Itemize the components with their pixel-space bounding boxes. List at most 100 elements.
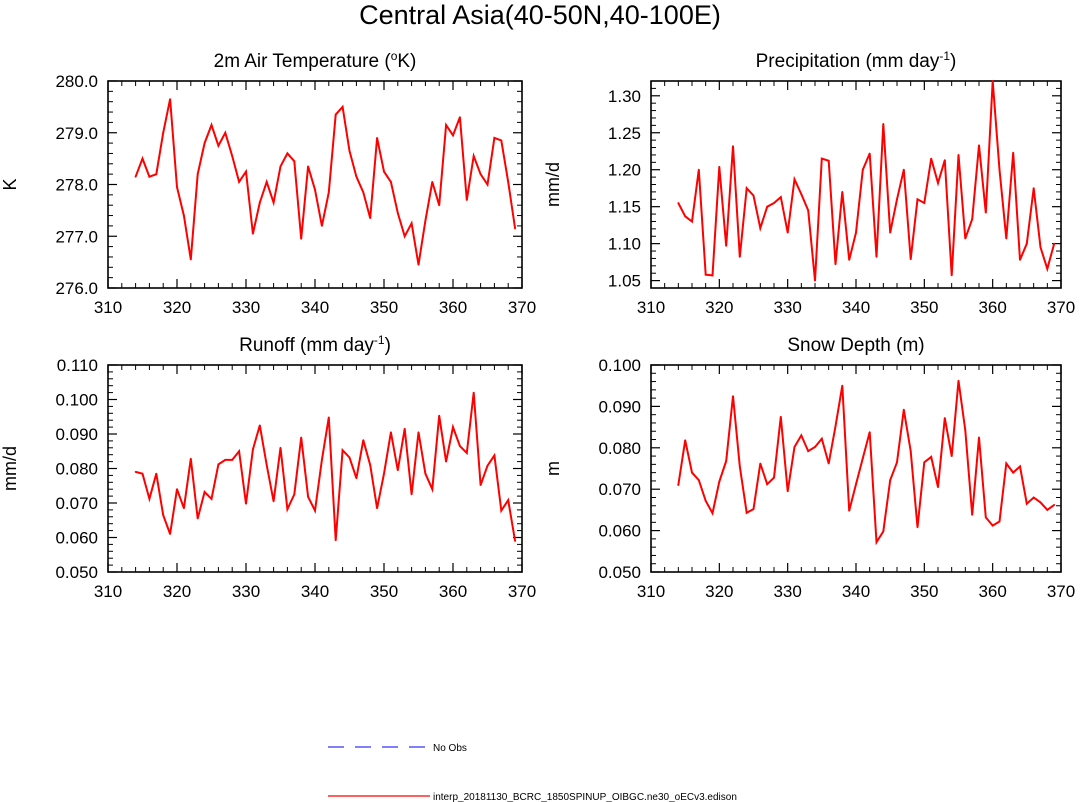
panel-title: 2m Air Temperature (oK) — [214, 49, 417, 72]
data-point — [183, 507, 185, 510]
data-point — [711, 274, 714, 277]
data-point — [752, 508, 755, 510]
x-tick-label: 340 — [842, 582, 870, 601]
y-tick-label: 0.100 — [598, 356, 641, 375]
data-point — [779, 415, 782, 418]
data-point — [272, 500, 275, 503]
data-point — [1012, 471, 1015, 474]
data-point — [362, 439, 365, 442]
data-point — [896, 198, 898, 201]
data-point — [868, 431, 871, 433]
data-point — [189, 457, 192, 460]
panel-title-tail: ) — [950, 51, 956, 72]
data-point — [1005, 237, 1008, 240]
data-point — [889, 479, 892, 481]
data-point — [459, 445, 461, 447]
data-point — [493, 137, 496, 139]
data-point — [848, 509, 851, 512]
panel-title: Precipitation (mm day-1) — [756, 49, 957, 72]
data-point — [704, 499, 707, 502]
data-point — [1005, 462, 1008, 465]
data-point — [882, 530, 885, 533]
data-point — [348, 150, 351, 152]
data-point — [252, 232, 254, 235]
data-point — [691, 471, 693, 474]
plot-frame — [107, 364, 523, 573]
panel-title-tail: K) — [397, 51, 416, 72]
data-point — [396, 212, 399, 214]
data-point — [957, 154, 960, 156]
x-tick-label: 370 — [1047, 582, 1075, 601]
data-point — [786, 231, 789, 234]
data-point — [1046, 267, 1049, 270]
y-tick-label: 1.15 — [608, 198, 641, 217]
data-point — [431, 181, 434, 183]
series-line-model — [134, 98, 517, 265]
data-point — [465, 199, 468, 201]
data-point — [169, 98, 172, 100]
data-point — [383, 472, 385, 475]
data-point — [998, 168, 1001, 171]
data-point — [991, 80, 994, 82]
data-point — [369, 464, 372, 466]
data-point — [479, 484, 482, 486]
x-tick-label: 370 — [1047, 298, 1075, 317]
y-tick-label: 0.090 — [598, 397, 641, 416]
data-point — [341, 449, 344, 452]
data-point — [786, 490, 789, 493]
data-point — [403, 235, 406, 238]
x-tick-label: 350 — [910, 582, 938, 601]
panel-title-text: 2m Air Temperature ( — [214, 51, 392, 72]
y-tick-label: 0.060 — [598, 522, 641, 541]
panel-title: Snow Depth (m) — [787, 335, 924, 356]
data-point — [134, 471, 137, 473]
data-point — [390, 431, 392, 434]
data-point — [711, 512, 714, 515]
series-lines — [134, 98, 517, 266]
data-point — [1012, 151, 1015, 154]
data-point — [773, 202, 775, 204]
data-point — [196, 173, 199, 176]
data-point — [452, 426, 454, 428]
data-point — [738, 465, 741, 468]
data-point — [800, 193, 803, 196]
data-point — [355, 175, 358, 178]
data-point — [493, 454, 496, 457]
x-tick-label: 360 — [439, 582, 467, 601]
y-tick-label: 1.10 — [608, 235, 641, 254]
data-point — [514, 227, 516, 230]
y-tick-label: 1.20 — [608, 161, 641, 180]
data-point — [745, 511, 748, 514]
series-line-model — [135, 392, 517, 542]
data-point — [176, 488, 178, 491]
data-point — [1025, 502, 1028, 505]
data-point — [766, 205, 769, 208]
data-point — [923, 461, 926, 464]
data-point — [1039, 501, 1042, 504]
data-point — [1032, 187, 1035, 190]
plot-frame — [107, 80, 523, 289]
data-point — [875, 256, 878, 258]
data-point — [176, 186, 178, 189]
data-point — [937, 486, 939, 488]
data-point — [169, 533, 172, 535]
data-point — [307, 165, 309, 168]
y-tick-label: 0.070 — [55, 494, 98, 513]
data-point — [882, 123, 885, 125]
data-point — [793, 178, 796, 181]
data-point — [224, 459, 227, 461]
data-point — [957, 379, 960, 382]
data-point — [327, 191, 330, 194]
x-tick-label: 330 — [773, 298, 801, 317]
series-line-model — [677, 80, 1056, 281]
y-tick-label: 276.0 — [55, 279, 98, 298]
y-tick-label: 278.0 — [55, 176, 98, 195]
y-tick-label: 277.0 — [55, 227, 98, 246]
data-point — [265, 181, 268, 183]
data-point — [697, 168, 700, 171]
data-point — [923, 202, 926, 204]
panel-title-superscript: -1 — [374, 333, 385, 347]
data-point — [964, 237, 967, 240]
data-point — [507, 181, 510, 183]
panel-title-tail: ) — [385, 335, 391, 356]
